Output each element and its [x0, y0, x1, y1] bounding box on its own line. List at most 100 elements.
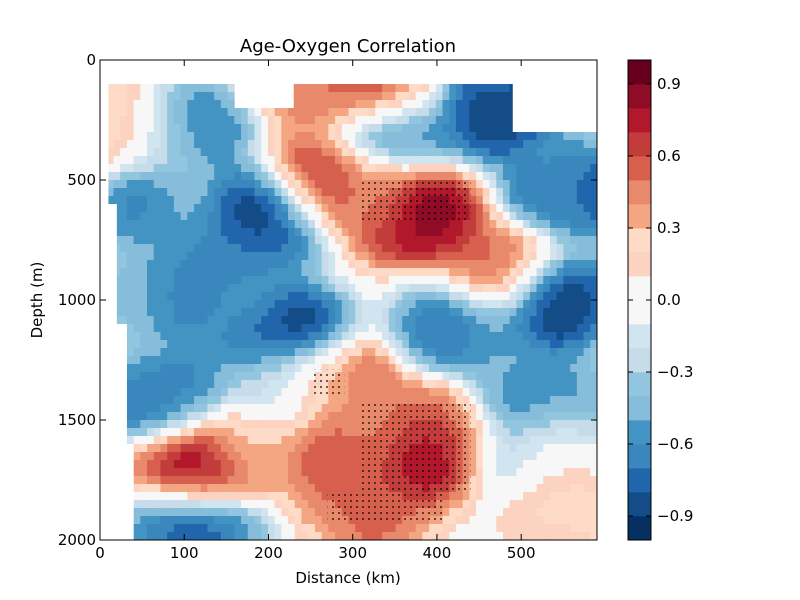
heatmap-cell	[173, 244, 182, 253]
heatmap-cell	[489, 524, 497, 533]
heatmap-cell	[113, 180, 121, 189]
heatmap-cell	[556, 372, 565, 381]
heatmap-cell	[563, 396, 571, 405]
heatmap-cell	[375, 164, 383, 173]
heatmap-cell	[509, 228, 518, 237]
heatmap-cell	[308, 212, 316, 221]
heatmap-cell	[583, 452, 591, 461]
heatmap-cell	[227, 388, 235, 397]
heatmap-cell	[328, 324, 336, 333]
heatmap-cell	[126, 220, 135, 229]
heatmap-cell	[308, 468, 316, 477]
heatmap-cell	[590, 252, 597, 261]
heatmap-cell	[281, 356, 289, 365]
heatmap-cell	[241, 372, 249, 381]
heatmap-cell	[496, 244, 504, 253]
heatmap-cell	[200, 260, 209, 269]
heatmap-cell	[335, 332, 343, 341]
heatmap-cell	[241, 348, 249, 357]
heatmap-cell	[301, 276, 309, 285]
heatmap-cell	[294, 260, 303, 269]
heatmap-cell	[388, 252, 397, 261]
heatmap-cell	[234, 500, 242, 509]
heatmap-cell	[536, 260, 544, 269]
heatmap-cell	[549, 428, 558, 437]
heatmap-cell	[570, 324, 578, 333]
heatmap-cell	[523, 524, 531, 533]
heatmap-cell	[563, 244, 571, 253]
heatmap-cell	[476, 116, 484, 125]
heatmap-cell	[294, 380, 303, 389]
heatmap-cell	[173, 172, 182, 181]
heatmap-cell	[321, 348, 329, 357]
heatmap-cell	[173, 532, 182, 540]
heatmap-cell	[415, 140, 423, 149]
heatmap-cell	[496, 412, 504, 421]
heatmap-cell	[415, 324, 423, 333]
heatmap-cell	[274, 140, 282, 149]
heatmap-cell	[140, 260, 148, 269]
heatmap-cell	[247, 492, 256, 501]
heatmap-cell	[402, 92, 410, 101]
heatmap-cell	[583, 244, 591, 253]
heatmap-cell	[200, 332, 209, 341]
heatmap-cell	[153, 412, 162, 421]
heatmap-cell	[375, 284, 383, 293]
heatmap-cell	[220, 332, 229, 341]
heatmap-cell	[328, 316, 336, 325]
heatmap-cell	[341, 452, 350, 461]
heatmap-cell	[570, 332, 578, 341]
heatmap-cell	[227, 268, 235, 277]
heatmap-cell	[341, 468, 350, 477]
heatmap-cell	[402, 84, 410, 93]
heatmap-cell	[328, 452, 336, 461]
heatmap-cell	[449, 508, 457, 517]
heatmap-cell	[160, 420, 168, 429]
heatmap-cell	[489, 260, 497, 269]
heatmap-cell	[220, 364, 229, 373]
heatmap-cell	[583, 260, 591, 269]
heatmap-cell	[516, 188, 524, 197]
heatmap-cell	[314, 476, 323, 485]
heatmap-cell	[220, 92, 229, 101]
heatmap-cell	[294, 284, 303, 293]
heatmap-cell	[556, 260, 565, 269]
heatmap-cell	[335, 172, 343, 181]
heatmap-cell	[194, 516, 202, 525]
heatmap-cell	[220, 148, 229, 157]
heatmap-cell	[207, 212, 215, 221]
heatmap-cell	[502, 236, 511, 245]
heatmap-cell	[476, 484, 484, 493]
heatmap-cell	[234, 380, 242, 389]
heatmap-cell	[261, 524, 269, 533]
heatmap-cell	[207, 508, 215, 517]
heatmap-cell	[113, 124, 121, 133]
heatmap-cell	[288, 116, 296, 125]
heatmap-cell	[361, 532, 370, 540]
heatmap-cell	[583, 236, 591, 245]
heatmap-cell	[576, 460, 585, 469]
heatmap-cell	[482, 148, 491, 157]
heatmap-cell	[516, 444, 524, 453]
heatmap-cell	[570, 252, 578, 261]
heatmap-cell	[449, 308, 457, 317]
heatmap-cell	[274, 268, 282, 277]
heatmap-cell	[267, 412, 276, 421]
heatmap-cell	[429, 524, 437, 533]
heatmap-cell	[335, 404, 343, 413]
heatmap-cell	[314, 276, 323, 285]
heatmap-cell	[543, 332, 551, 341]
heatmap-cell	[482, 356, 491, 365]
heatmap-cell	[187, 268, 195, 277]
heatmap-cell	[355, 372, 363, 381]
heatmap-cell	[288, 164, 296, 173]
heatmap-cell	[335, 428, 343, 437]
heatmap-cell	[529, 268, 538, 277]
heatmap-cell	[294, 124, 303, 133]
heatmap-cell	[469, 316, 477, 325]
heatmap-cell	[516, 460, 524, 469]
heatmap-cell	[147, 108, 155, 117]
heatmap-cell	[267, 500, 276, 509]
heatmap-cell	[469, 204, 477, 213]
heatmap-cell	[167, 396, 175, 405]
